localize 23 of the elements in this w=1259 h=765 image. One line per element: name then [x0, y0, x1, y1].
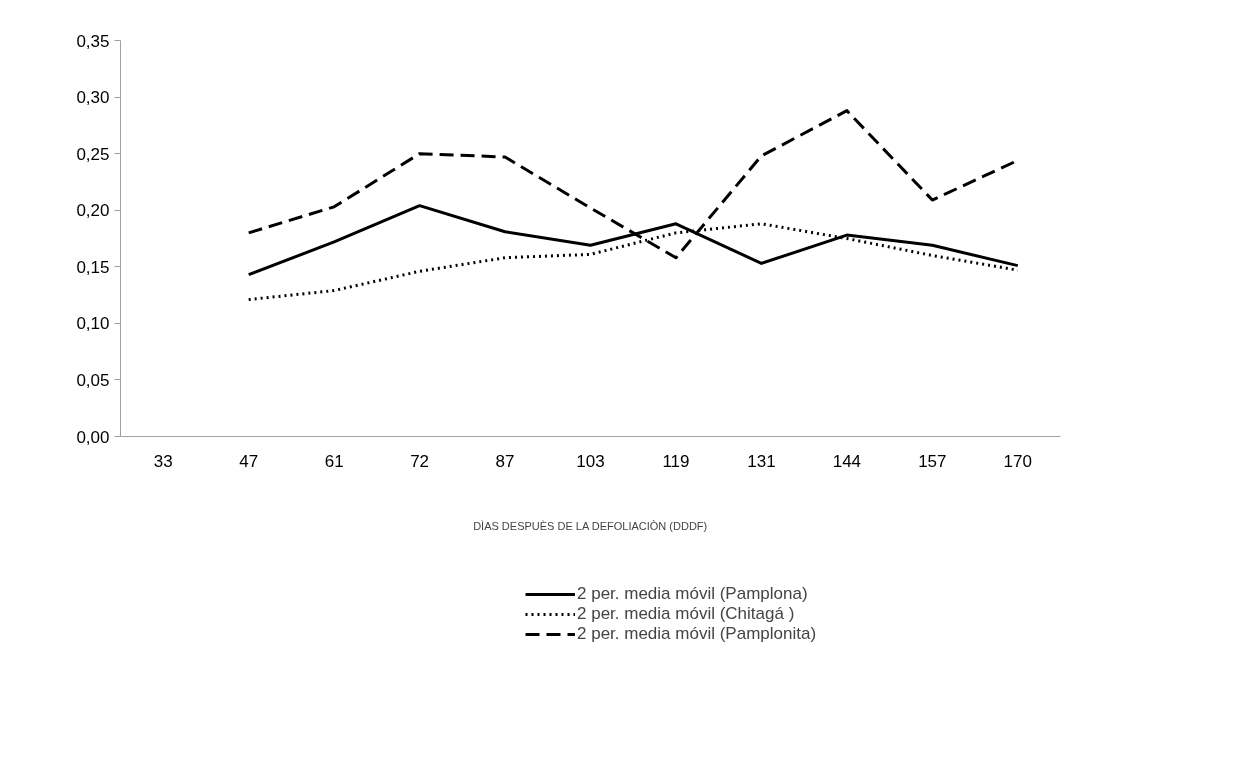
x-tick-label: 72: [410, 451, 430, 471]
x-axis-title: DÌAS DESPUÈS DE LA DEFOLIACIÒN (DDDF): [473, 519, 708, 532]
x-tick-label: 170: [1003, 451, 1032, 471]
legend-label: 2 per. media móvil (Chitagá ): [577, 604, 795, 624]
legend-label: 2 per. media móvil (Pamplonita): [577, 624, 817, 644]
y-tick-label: 0,15: [76, 257, 110, 277]
x-tick-label: 47: [239, 451, 259, 471]
x-tick-label: 157: [918, 451, 947, 471]
y-tick-label: 0,20: [76, 201, 110, 221]
y-tick-label: 0,00: [76, 427, 110, 447]
legend-label: 2 per. media móvil (Pamplona): [577, 584, 808, 604]
x-tick-label: 103: [576, 451, 605, 471]
x-tick-label: 131: [747, 451, 776, 471]
y-tick-label: 0,30: [76, 88, 110, 108]
x-tick-label: 33: [153, 451, 173, 471]
x-tick-label: 61: [324, 451, 344, 471]
x-tick-label: 144: [832, 451, 862, 471]
y-tick-label: 0,25: [76, 144, 110, 164]
x-tick-label: 119: [662, 451, 690, 471]
y-tick-label: 0,35: [76, 31, 110, 51]
y-tick-label: 0,05: [76, 370, 110, 390]
x-tick-label: 87: [495, 451, 515, 471]
y-tick-label: 0,10: [76, 314, 110, 334]
